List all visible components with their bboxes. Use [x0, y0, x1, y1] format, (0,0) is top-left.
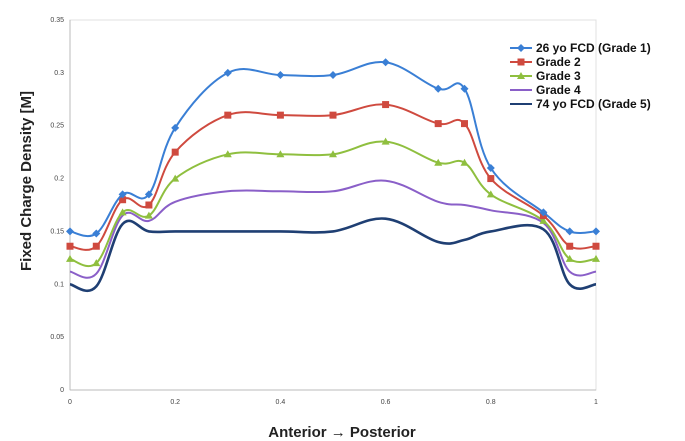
- series-line: [69, 179, 597, 279]
- data-point: [276, 70, 285, 79]
- y-tick-label: 0.25: [50, 123, 64, 130]
- data-point: [119, 196, 127, 204]
- data-point: [381, 137, 390, 145]
- data-point: [276, 150, 285, 158]
- data-point: [118, 208, 127, 216]
- y-tick-label: 0.15: [50, 228, 64, 235]
- data-point: [460, 158, 469, 166]
- legend-label: 74 yo FCD (Grade 5): [536, 97, 651, 111]
- legend-marker: [517, 44, 525, 52]
- data-point: [434, 120, 442, 128]
- series-line: [69, 217, 597, 292]
- data-point: [592, 242, 600, 250]
- data-point: [223, 150, 232, 158]
- legend-marker: [517, 72, 525, 79]
- legend-item: Grade 2: [510, 55, 581, 69]
- x-tick-label: 0.6: [381, 399, 391, 406]
- y-tick-label: 0: [60, 387, 64, 394]
- legend-item: 26 yo FCD (Grade 1): [510, 41, 651, 55]
- x-tick-labels: 0 0.2 0.4 0.6 0.8 1: [68, 399, 598, 406]
- data-point: [434, 158, 443, 166]
- data-point: [92, 242, 100, 250]
- legend-label: Grade 3: [536, 69, 581, 83]
- legend-item: Grade 4: [510, 83, 581, 97]
- data-point: [381, 58, 390, 67]
- data-point: [592, 227, 600, 236]
- data-point: [92, 259, 101, 267]
- data-point: [224, 111, 232, 119]
- legend-label: Grade 2: [536, 55, 581, 69]
- data-point: [566, 242, 574, 250]
- data-point: [145, 201, 153, 209]
- y-tick-label: 0.05: [50, 334, 64, 341]
- x-tick-label: 0.8: [486, 399, 496, 406]
- x-tick-label: 1: [594, 399, 598, 406]
- data-point: [486, 164, 495, 172]
- legend-label: Grade 4: [536, 83, 581, 97]
- data-point: [434, 84, 443, 93]
- x-tick-label: 0: [68, 399, 72, 406]
- x-tick-label: 0.4: [276, 399, 286, 406]
- data-point: [171, 123, 180, 132]
- data-point: [486, 190, 495, 198]
- data-point: [329, 70, 337, 79]
- data-point: [382, 101, 390, 109]
- data-point: [66, 242, 74, 250]
- x-tick-label: 0.2: [170, 399, 180, 406]
- data-point: [329, 150, 337, 158]
- data-point: [118, 190, 127, 199]
- data-point: [92, 229, 101, 238]
- y-tick-label: 0.2: [54, 176, 64, 183]
- y-tick-label: 0.35: [50, 17, 64, 24]
- legend-label: 26 yo FCD (Grade 1): [536, 41, 651, 55]
- y-axis-title: Fixed Charge Density [M]: [18, 91, 35, 271]
- data-point: [144, 190, 153, 199]
- legend-item: 74 yo FCD (Grade 5): [510, 97, 651, 111]
- x-axis-title: Anterior → Posterior: [268, 424, 416, 441]
- data-point: [66, 227, 74, 236]
- data-point: [539, 208, 548, 217]
- series-4: [69, 179, 597, 279]
- series-5: [69, 217, 597, 292]
- data-point: [329, 111, 337, 119]
- data-point: [592, 254, 600, 262]
- data-point: [66, 254, 74, 262]
- data-point: [144, 211, 153, 219]
- series-3: [66, 137, 600, 268]
- legend-marker: [517, 58, 525, 66]
- data-point: [487, 175, 495, 183]
- data-point: [223, 68, 232, 77]
- data-point: [565, 254, 574, 262]
- series-1: [66, 58, 600, 238]
- data-point: [460, 84, 469, 93]
- data-point: [171, 174, 180, 182]
- legend-item: Grade 3: [510, 69, 581, 83]
- y-tick-label: 0.3: [54, 70, 64, 77]
- data-point: [171, 148, 179, 156]
- data-point: [539, 216, 548, 224]
- data-point: [276, 111, 284, 119]
- series-lines: [66, 58, 600, 292]
- data-point: [461, 120, 468, 128]
- data-point: [565, 227, 574, 236]
- y-tick-label: 0.1: [54, 281, 64, 288]
- y-tick-labels: 0 0.05 0.1 0.15 0.2 0.25 0.3 0.35: [50, 17, 64, 394]
